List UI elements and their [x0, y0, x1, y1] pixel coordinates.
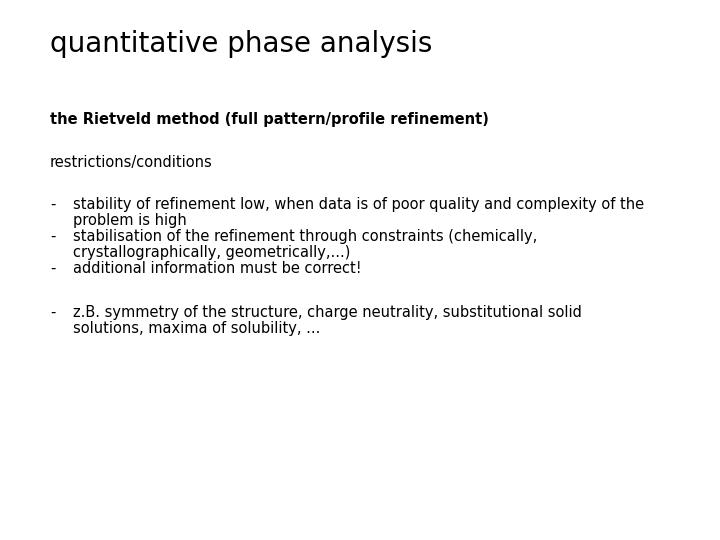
Text: the Rietveld method (full pattern/profile refinement): the Rietveld method (full pattern/profil…: [50, 112, 489, 127]
Text: -: -: [50, 197, 55, 212]
Text: stabilisation of the refinement through constraints (chemically,: stabilisation of the refinement through …: [73, 229, 537, 244]
Text: -: -: [50, 229, 55, 244]
Text: -: -: [50, 261, 55, 276]
Text: quantitative phase analysis: quantitative phase analysis: [50, 30, 433, 58]
Text: crystallographically, geometrically,...): crystallographically, geometrically,...): [73, 245, 351, 260]
Text: stability of refinement low, when data is of poor quality and complexity of the: stability of refinement low, when data i…: [73, 197, 644, 212]
Text: -: -: [50, 305, 55, 320]
Text: additional information must be correct!: additional information must be correct!: [73, 261, 361, 276]
Text: solutions, maxima of solubility, ...: solutions, maxima of solubility, ...: [73, 321, 320, 336]
Text: z.B. symmetry of the structure, charge neutrality, substitutional solid: z.B. symmetry of the structure, charge n…: [73, 305, 582, 320]
Text: restrictions/conditions: restrictions/conditions: [50, 155, 212, 170]
Text: problem is high: problem is high: [73, 213, 186, 228]
